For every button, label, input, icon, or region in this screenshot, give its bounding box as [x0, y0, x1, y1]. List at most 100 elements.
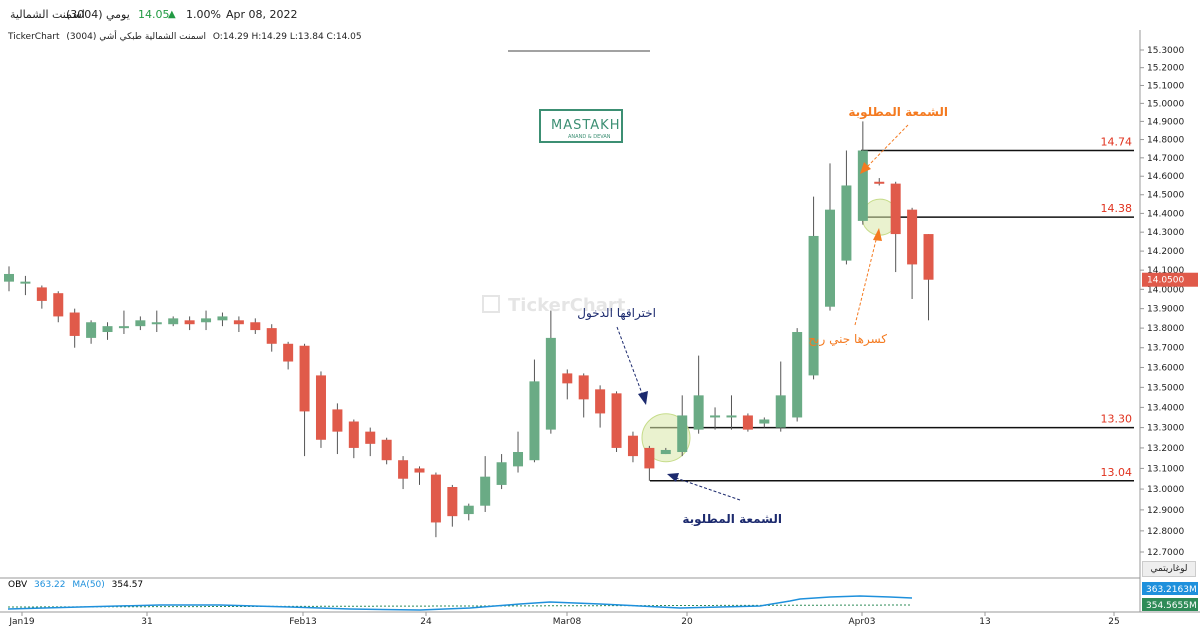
watermark-brand: TickerChart: [508, 295, 626, 316]
period-label[interactable]: يومي: [106, 8, 130, 21]
candles: [4, 121, 934, 538]
candle-body: [595, 389, 606, 414]
brand-label: TickerChart: [8, 32, 60, 42]
header-bar: اسمنت الشمالية (3004) يومي 14.05 ▲ 1.00%…: [0, 0, 1200, 28]
y-tick-label: 13.6000: [1147, 363, 1184, 373]
log-scale-toggle[interactable]: لوغاريتمي: [1142, 561, 1196, 577]
x-tick-label: 31: [141, 617, 152, 627]
annotation-top-arrowhead: [860, 162, 871, 174]
obv-value: 363.22: [34, 580, 66, 590]
y-tick-label: 13.7000: [1147, 344, 1184, 354]
candle-body: [660, 449, 671, 455]
candle-body: [792, 332, 803, 418]
x-tick-label: Apr03: [848, 617, 875, 627]
y-tick-label: 13.1000: [1147, 464, 1184, 474]
candle-body: [726, 415, 737, 418]
candle-body: [529, 381, 540, 461]
candle-body: [398, 460, 409, 479]
y-tick-label: 13.9000: [1147, 305, 1184, 315]
candle-body: [923, 234, 934, 280]
x-tick-label: 25: [1108, 617, 1119, 627]
candle-body: [644, 447, 655, 469]
change-pct: 1.00%: [186, 8, 221, 21]
price-axis: 15.3000 15.2000 15.1000 15.0000 14.9000 14.80…: [1140, 46, 1198, 558]
candle-body: [102, 326, 113, 333]
y-tick-label: 14.9000: [1147, 117, 1184, 127]
candle-body: [266, 328, 277, 344]
y-tick-label: 14.1000: [1147, 266, 1184, 276]
y-tick-label: 13.3000: [1147, 424, 1184, 434]
candle-body: [250, 322, 261, 331]
candle-body: [20, 281, 31, 284]
candle-body: [184, 320, 195, 325]
candle-body: [874, 181, 885, 184]
y-tick-label: 15.3000: [1147, 46, 1184, 56]
candle-body: [69, 312, 80, 336]
obv-ma-label: MA(50): [72, 580, 105, 590]
obv-panel: 363.2163M 354.5655M: [7, 582, 1198, 611]
candle-body: [742, 415, 753, 430]
x-tick-label: 24: [420, 617, 432, 627]
annotation-entry-arrow: [616, 326, 644, 397]
y-tick-label: 13.8000: [1147, 324, 1184, 334]
level-label: 14.74: [1101, 136, 1133, 149]
x-tick-label: 13: [979, 617, 990, 627]
annotation-entry-arrowhead: [638, 391, 648, 405]
candle-body: [201, 318, 212, 323]
obv-line: [7, 595, 913, 611]
annotation-entry-break: اختراقها الدخول: [577, 306, 656, 405]
y-tick-label: 14.8000: [1147, 136, 1184, 146]
candle-body: [217, 316, 228, 321]
candle-body: [365, 431, 376, 444]
candle-body: [233, 320, 244, 325]
candle-body: [545, 337, 556, 430]
candle-body: [611, 393, 622, 448]
candle-body: [907, 209, 918, 265]
candle-body: [299, 345, 310, 412]
annotation-top-candle-text: الشمعة المطلوبة: [848, 105, 948, 120]
candle-body: [86, 322, 97, 338]
y-tick-label: 14.3000: [1147, 228, 1184, 238]
obv-axis-tag-2: [1142, 598, 1198, 611]
y-tick-label: 14.7000: [1147, 154, 1184, 164]
candle-body: [825, 209, 835, 307]
y-tick-label: 13.5000: [1147, 383, 1184, 393]
x-tick-label: Mar08: [553, 617, 582, 627]
candle-body: [36, 287, 47, 301]
level-label: 14.38: [1101, 202, 1133, 215]
candle-body: [315, 375, 326, 440]
obv-axis-value-1: 363.2163M: [1146, 585, 1197, 595]
candle-body: [283, 343, 294, 362]
last-value-label: 14.0500: [1147, 276, 1184, 286]
candle-body: [710, 415, 721, 418]
x-tick-label: 20: [681, 617, 693, 627]
y-tick-label: 13.4000: [1147, 403, 1184, 413]
obv-axis-tag-1: [1142, 582, 1198, 595]
candle-body: [414, 468, 425, 473]
y-tick-label: 13.2000: [1147, 444, 1184, 454]
candle-body: [381, 439, 392, 461]
info-name: اسمنت الشمالية طبكي أشي (3004): [66, 32, 206, 42]
x-tick-label: Jan19: [8, 617, 35, 627]
candle-body: [857, 150, 868, 221]
y-tick-label: 14.4000: [1147, 209, 1184, 219]
candle-body: [430, 474, 441, 523]
annotation-top-arrow: [865, 124, 909, 169]
candle-body: [332, 409, 343, 432]
logo-text: MASTAKH: [551, 118, 621, 133]
symbol-name[interactable]: اسمنت الشمالية: [10, 8, 85, 21]
ohlc-values: O:14.29 H:14.29 L:13.84 C:14.05: [212, 32, 362, 42]
y-tick-label: 15.0000: [1147, 99, 1184, 109]
level-label: 13.04: [1101, 466, 1133, 479]
candle-body: [168, 318, 179, 325]
mastakh-logo: MASTAKH ANAND & DEVAN: [539, 109, 623, 143]
y-tick-label: 14.2000: [1147, 247, 1184, 257]
y-tick-label: 12.7000: [1147, 548, 1184, 558]
annotation-break-profit-text: كسرها جني ربح: [808, 332, 887, 347]
y-tick-label: 12.8000: [1147, 527, 1184, 537]
annotation-break-arrow: [854, 235, 878, 326]
candle-body: [118, 326, 129, 329]
candle-body: [562, 373, 573, 384]
annotation-bottom-arrow: [675, 477, 741, 501]
